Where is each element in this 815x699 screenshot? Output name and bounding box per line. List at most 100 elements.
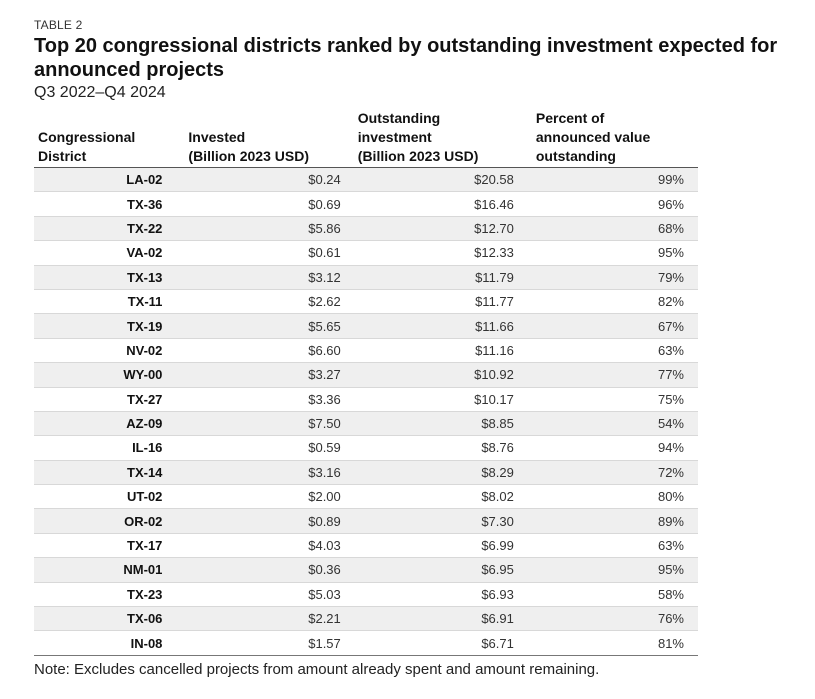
district-cell: LA-02 — [34, 167, 185, 193]
district-cell: TX-11 — [34, 289, 185, 315]
column-header-line: Invested — [188, 129, 246, 145]
district-cell: TX-22 — [34, 216, 185, 242]
outstanding-cell: $8.76 — [353, 435, 532, 461]
table-row: OR-02 $0.89 $7.30 89% — [34, 508, 698, 534]
column-header-line: District — [38, 148, 87, 164]
district-cell: VA-02 — [34, 240, 185, 266]
invested-cell: $2.00 — [184, 484, 354, 510]
table-row: LA-02 $0.24 $20.58 99% — [34, 167, 698, 193]
outstanding-cell: $8.02 — [353, 484, 532, 510]
district-cell: TX-23 — [34, 582, 185, 608]
table-row: UT-02 $2.00 $8.02 80% — [34, 484, 698, 510]
column-header-invested: Invested (Billion 2023 USD) — [184, 109, 354, 168]
percent-cell: 63% — [531, 533, 698, 559]
table-row: TX-27 $3.36 $10.17 75% — [34, 387, 698, 412]
outstanding-cell: $6.99 — [353, 533, 532, 559]
outstanding-cell: $20.58 — [353, 167, 532, 193]
table-row: TX-22 $5.86 $12.70 68% — [34, 216, 698, 242]
invested-cell: $0.36 — [184, 557, 354, 583]
district-cell: OR-02 — [34, 508, 185, 534]
table-row: TX-36 $0.69 $16.46 96% — [34, 191, 698, 217]
subtitle: Q3 2022–Q4 2024 — [34, 84, 166, 101]
column-header-line: investment — [357, 129, 432, 145]
district-cell: IN-08 — [34, 630, 185, 656]
table-row: TX-19 $5.65 $11.66 67% — [34, 313, 698, 339]
invested-cell: $5.03 — [184, 582, 354, 608]
district-cell: TX-17 — [34, 533, 185, 559]
percent-cell: 95% — [531, 557, 698, 583]
percent-cell: 58% — [531, 582, 698, 608]
table-header: Congressional District Invested (Billion… — [34, 109, 698, 168]
invested-cell: $3.36 — [184, 387, 354, 412]
outstanding-cell: $6.91 — [353, 606, 532, 632]
outstanding-cell: $8.29 — [353, 460, 532, 486]
column-header-outstanding: Outstanding investment (Billion 2023 USD… — [353, 109, 532, 168]
invested-cell: $6.60 — [184, 338, 354, 364]
district-cell: NV-02 — [34, 338, 185, 364]
district-cell: UT-02 — [34, 484, 185, 510]
percent-cell: 76% — [531, 606, 698, 632]
table-row: WY-00 $3.27 $10.92 77% — [34, 362, 698, 388]
table-row: IN-08 $1.57 $6.71 81% — [34, 630, 698, 656]
outstanding-cell: $6.93 — [353, 582, 532, 608]
invested-cell: $3.16 — [184, 460, 354, 486]
districts-table: Congressional District Invested (Billion… — [34, 109, 698, 656]
percent-cell: 95% — [531, 240, 698, 266]
percent-cell: 80% — [531, 484, 698, 510]
table-row: TX-14 $3.16 $8.29 72% — [34, 460, 698, 486]
table-row: AZ-09 $7.50 $8.85 54% — [34, 411, 698, 437]
table-row: TX-13 $3.12 $11.79 79% — [34, 265, 698, 290]
invested-cell: $5.65 — [184, 313, 354, 339]
invested-cell: $7.50 — [184, 411, 354, 437]
table-row: NM-01 $0.36 $6.95 95% — [34, 557, 698, 583]
table-label: TABLE 2 — [34, 18, 83, 32]
percent-cell: 82% — [531, 289, 698, 315]
column-header-line: announced value — [535, 129, 651, 145]
table-row: TX-06 $2.21 $6.91 76% — [34, 606, 698, 632]
district-cell: TX-19 — [34, 313, 185, 339]
column-header-line: (Billion 2023 USD) — [188, 148, 309, 164]
district-cell: TX-36 — [34, 191, 185, 217]
percent-cell: 54% — [531, 411, 698, 437]
header-row: Congressional District Invested (Billion… — [34, 109, 698, 168]
table-row: NV-02 $6.60 $11.16 63% — [34, 338, 698, 364]
column-header-line: outstanding — [535, 148, 616, 164]
invested-cell: $1.57 — [184, 630, 354, 656]
invested-cell: $0.59 — [184, 435, 354, 461]
outstanding-cell: $6.95 — [353, 557, 532, 583]
district-cell: IL-16 — [34, 435, 185, 461]
invested-cell: $2.62 — [184, 289, 354, 315]
outstanding-cell: $10.17 — [353, 387, 532, 412]
invested-cell: $2.21 — [184, 606, 354, 632]
table-row: IL-16 $0.59 $8.76 94% — [34, 435, 698, 461]
page-title: Top 20 congressional districts ranked by… — [34, 35, 778, 81]
invested-cell: $0.61 — [184, 240, 354, 266]
document: TABLE 2 Top 20 congressional districts r… — [34, 18, 794, 678]
table-note: Note: Excludes cancelled projects from a… — [34, 660, 600, 678]
outstanding-cell: $8.85 — [353, 411, 532, 437]
table-row: TX-23 $5.03 $6.93 58% — [34, 582, 698, 608]
district-cell: AZ-09 — [34, 411, 185, 437]
outstanding-cell: $11.16 — [353, 338, 532, 364]
district-cell: NM-01 — [34, 557, 185, 583]
outstanding-cell: $7.30 — [353, 508, 532, 534]
percent-cell: 96% — [531, 191, 698, 217]
outstanding-cell: $6.71 — [353, 630, 532, 656]
district-cell: TX-06 — [34, 606, 185, 632]
invested-cell: $0.24 — [184, 167, 354, 193]
invested-cell: $4.03 — [184, 533, 354, 559]
percent-cell: 77% — [531, 362, 698, 388]
invested-cell: $5.86 — [184, 216, 354, 242]
table-row: VA-02 $0.61 $12.33 95% — [34, 240, 698, 266]
column-header-line: Percent of — [535, 110, 605, 126]
table-row: TX-11 $2.62 $11.77 82% — [34, 289, 698, 315]
percent-cell: 94% — [531, 435, 698, 461]
outstanding-cell: $10.92 — [353, 362, 532, 388]
district-cell: WY-00 — [34, 362, 185, 388]
percent-cell: 72% — [531, 460, 698, 486]
percent-cell: 68% — [531, 216, 698, 242]
invested-cell: $0.69 — [184, 191, 354, 217]
column-header-line: Congressional — [38, 129, 136, 145]
invested-cell: $3.12 — [184, 265, 354, 290]
outstanding-cell: $11.79 — [353, 265, 532, 290]
